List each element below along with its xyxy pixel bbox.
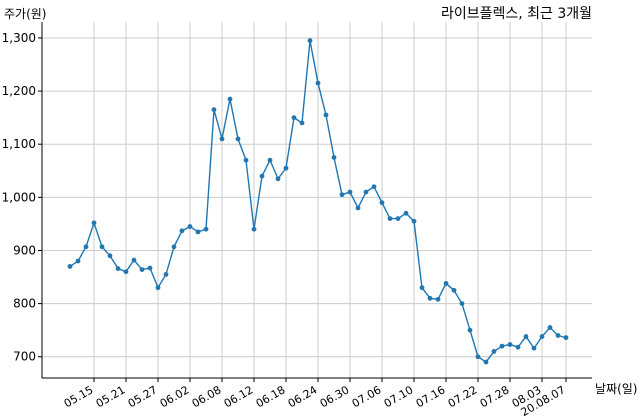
x-tick-label: 05.21	[94, 383, 128, 410]
data-point	[107, 253, 113, 259]
data-point	[275, 176, 281, 182]
axes	[38, 22, 592, 382]
data-point	[131, 257, 137, 263]
data-point	[491, 349, 497, 354]
data-point	[67, 264, 73, 269]
data-point	[363, 189, 369, 195]
data-point	[75, 258, 81, 264]
data-point	[411, 218, 417, 224]
data-point	[171, 244, 177, 250]
data-point	[371, 184, 377, 190]
x-tick-label: 06.18	[254, 383, 288, 410]
y-tick-label: 1,000	[2, 190, 36, 204]
data-point	[443, 281, 449, 286]
y-tick-label: 900	[13, 243, 36, 257]
data-point	[379, 200, 385, 206]
data-point	[219, 136, 225, 142]
x-tick-label: 05.27	[126, 383, 160, 410]
data-point	[339, 192, 345, 198]
data-point	[283, 165, 289, 171]
data-point	[83, 244, 89, 250]
data-point	[323, 112, 329, 118]
data-point	[523, 334, 529, 339]
data-point	[451, 287, 457, 293]
data-point	[355, 205, 361, 211]
data-point	[387, 216, 393, 222]
data-point	[203, 226, 209, 232]
y-tick-label: 700	[13, 350, 36, 364]
data-point	[299, 120, 305, 126]
y-tick-labels: 700 800 900 1,000 1,100 1,200 1,300	[2, 31, 36, 364]
x-tick-label: 06.08	[190, 383, 224, 410]
data-point	[475, 354, 481, 360]
x-axis-label: 날짜(일)	[595, 382, 637, 396]
x-tick-label: 05.15	[62, 383, 96, 410]
y-tick-label: 1,200	[2, 84, 36, 98]
grid-lines	[42, 22, 592, 378]
data-point	[539, 334, 545, 339]
data-point	[91, 220, 97, 226]
x-tick-label: 07.06	[350, 383, 384, 410]
x-tick-label: 07.10	[382, 383, 416, 410]
data-point	[531, 345, 537, 351]
data-point	[307, 38, 313, 43]
data-point	[147, 265, 153, 271]
data-point	[195, 229, 201, 235]
data-point	[267, 157, 273, 163]
data-point	[179, 228, 185, 234]
y-tick-label: 1,100	[2, 137, 36, 151]
data-point	[347, 189, 353, 195]
data-point	[507, 342, 513, 347]
data-point	[187, 224, 193, 229]
x-tick-label: 06.24	[286, 383, 320, 410]
data-point	[459, 301, 465, 307]
data-point	[467, 327, 473, 333]
data-point	[331, 155, 337, 160]
y-axis-label: 주가(원)	[4, 7, 46, 21]
data-point	[563, 335, 569, 341]
data-point	[163, 271, 169, 277]
y-tick-label: 800	[13, 297, 36, 311]
data-point	[123, 269, 129, 275]
x-tick-label: 06.12	[222, 383, 256, 410]
x-tick-label: 07.28	[478, 383, 512, 410]
data-point	[427, 295, 433, 301]
data-point	[483, 359, 489, 365]
data-point	[259, 173, 265, 179]
data-point	[547, 325, 553, 330]
x-tick-label: 07.16	[414, 383, 448, 410]
y-tick-label: 1,300	[2, 31, 36, 45]
x-tick-label: 06.30	[318, 383, 352, 410]
data-point	[395, 216, 401, 222]
data-point	[435, 296, 441, 302]
data-point	[99, 244, 105, 250]
x-tick-label: 06.02	[158, 383, 192, 410]
x-tick-labels: 05.1505.2105.2706.0206.0806.1206.1806.24…	[62, 383, 568, 419]
data-point	[403, 210, 409, 216]
data-point	[251, 226, 257, 232]
data-point	[499, 343, 505, 349]
data-point	[235, 136, 241, 142]
data-point	[555, 333, 561, 338]
chart-title: 라이브플렉스, 최근 3개월	[441, 6, 592, 22]
data-point	[419, 285, 425, 291]
data-point	[315, 80, 321, 86]
data-point	[115, 266, 121, 271]
data-point	[227, 96, 233, 102]
x-tick-label: 07.22	[446, 383, 480, 410]
data-points	[67, 38, 569, 365]
data-point	[515, 344, 521, 350]
data-point	[155, 285, 161, 291]
data-point	[211, 107, 217, 113]
data-point	[243, 157, 249, 163]
data-point	[291, 115, 297, 121]
data-point	[139, 267, 145, 273]
